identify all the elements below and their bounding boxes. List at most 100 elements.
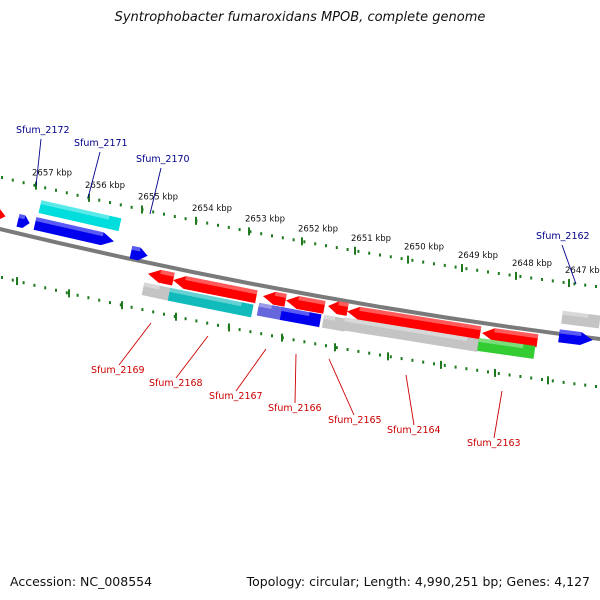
gene-label-lower: Sfum_2163: [467, 438, 521, 449]
gene-label-upper: Sfum_2171: [74, 138, 128, 149]
gene-arrow-sfum-2168-red-shape: [173, 276, 258, 304]
label-leader: [35, 138, 42, 187]
genome-backbone: [0, 226, 600, 341]
gene-arrow-sfum-2171-cyan-shape: [38, 200, 122, 232]
lower-track-dot: [119, 303, 122, 307]
upper-track-dot: [217, 223, 219, 227]
upper-track-dot: [573, 282, 576, 286]
upper-track-dot: [98, 198, 101, 202]
lower-track-dot: [465, 367, 468, 371]
lower-track-dot: [562, 380, 565, 384]
lower-track-dot: [487, 370, 489, 374]
lower-track-dot: [184, 317, 187, 321]
gene-arrow-sfum-2163-green: [477, 337, 536, 359]
gene-arrow-sfum-2162-gray: [561, 310, 600, 329]
kbp-label: 2651 kbp: [351, 234, 391, 244]
genome-title: Syntrophobacter fumaroxidans MPOB, compl…: [114, 10, 486, 25]
lower-track-dot: [271, 334, 273, 338]
gene-label-upper: Sfum_2162: [536, 231, 590, 242]
gene-arrow-sfum-2164-red-shape: [347, 306, 482, 340]
label-leader: [493, 390, 503, 439]
kbp-label: 2654 kbp: [192, 204, 232, 214]
gene-arrow-sfum-2165-gray-shape: [321, 314, 347, 332]
lower-track-dot: [551, 379, 554, 383]
gene-arrow-sfum-2167-red-highlight: [274, 291, 287, 298]
gene-arrow-sfum-2172-highlight: [18, 213, 26, 220]
kbp-label: 2650 kbp: [404, 243, 444, 253]
gene-arrow-sfum-2162-gray-shape: [561, 310, 600, 329]
gene-arrow-sfum-2167-red: [263, 291, 287, 307]
lower-track-dot: [433, 362, 435, 366]
gene-arrow-sfum-2171-shape: [33, 217, 114, 246]
gene-arrow-sfum-2171-cyan: [38, 200, 122, 232]
gene-label-lower: Sfum_2169: [91, 365, 145, 376]
lower-track-dot: [152, 310, 155, 314]
gene-arrow-sfum-2168-teal-shape: [167, 287, 254, 318]
lower-track-dot: [163, 312, 165, 316]
gene-arrow-sfum-2162-gray-highlight: [562, 310, 589, 318]
gene-label-lower: Sfum_2168: [149, 378, 203, 389]
label-leader: [175, 335, 209, 379]
gene-arrow-sfum-2167-red-shape: [263, 291, 287, 307]
gene-arrow-sfum-2163-red-shape: [482, 328, 539, 348]
upper-track-dot: [530, 276, 533, 280]
lower-track-dot: [141, 308, 144, 312]
lower-track-dot: [109, 301, 111, 305]
gene-arrow-sfum-2166-red-shape: [286, 296, 326, 314]
lower-track-dot: [595, 385, 597, 388]
gene-arrow-sfum-2169-red: [148, 269, 175, 286]
upper-track-dot: [152, 210, 155, 214]
upper-track-dot: [433, 262, 435, 266]
lower-track-dot: [530, 376, 533, 380]
gene-label-lower: Sfum_2166: [268, 403, 322, 414]
gene-arrow-sfum-2164-gray: [342, 317, 480, 352]
lower-track-dot: [87, 296, 90, 300]
gene-arrow-sfum-2162: [558, 329, 593, 346]
gene-arrow-sfum-2168-teal: [167, 287, 254, 318]
lower-track-dot: [33, 283, 36, 287]
upper-track-dot: [389, 255, 392, 259]
label-leader: [328, 358, 355, 416]
upper-track-dot: [11, 178, 14, 182]
label-leader: [561, 244, 577, 285]
gene-arrow-sfum-2171: [33, 217, 114, 246]
gene-arrow-sfum-2166-red: [286, 296, 326, 314]
lower-track-dot: [11, 278, 14, 282]
upper-track-dot: [487, 270, 489, 274]
lower-track-dot: [206, 321, 209, 325]
upper-track-dot: [357, 249, 360, 253]
gene-arrow-sfum-2168-red: [173, 276, 258, 304]
genome-summary-text: Topology: circular; Length: 4,990,251 bp…: [246, 574, 590, 589]
lower-track-dot: [346, 348, 349, 351]
upper-track-dot: [292, 238, 295, 242]
gene-arrow-sfum-2163-green-highlight: [478, 337, 524, 349]
upper-track-dot: [163, 212, 165, 216]
upper-track-dot: [551, 279, 554, 283]
lower-track-dot: [541, 378, 543, 381]
upper-track-dot: [346, 248, 349, 251]
lower-track-dot: [389, 355, 392, 359]
kbp-label: 2655 kbp: [138, 193, 178, 203]
gene-arrow-sfum-2170-highlight: [131, 245, 141, 252]
gene-arrow-sfum-2169-red-highlight: [160, 269, 175, 277]
lower-track-dot: [508, 373, 511, 377]
lower-track-dot: [55, 288, 57, 292]
kbp-label: 2648 kbp: [512, 259, 552, 269]
upper-track-dot: [325, 244, 327, 248]
kbp-label: 2652 kbp: [298, 224, 338, 234]
upper-track-dot: [454, 265, 457, 269]
gene-arrow-sfum-2169-red-shape: [148, 269, 175, 286]
lower-track-dot: [519, 375, 522, 378]
lower-track-dot: [98, 298, 101, 302]
gene-arrow-sfum-2164-gray-highlight: [344, 317, 468, 342]
lower-track-dot: [76, 293, 79, 297]
lower-track-dot: [173, 315, 176, 318]
lower-track-dot: [411, 358, 414, 362]
upper-track-dot: [443, 263, 446, 267]
lower-track-dot: [217, 323, 219, 327]
upper-track-dot: [33, 183, 36, 187]
upper-track-dot: [335, 246, 338, 250]
label-leader: [87, 151, 101, 199]
upper-track-dot: [519, 275, 522, 278]
lower-track-dot: [325, 344, 327, 348]
